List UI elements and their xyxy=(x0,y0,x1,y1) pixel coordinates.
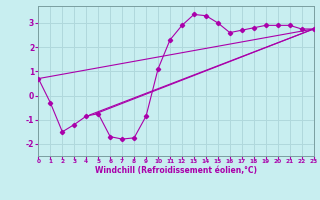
X-axis label: Windchill (Refroidissement éolien,°C): Windchill (Refroidissement éolien,°C) xyxy=(95,166,257,175)
